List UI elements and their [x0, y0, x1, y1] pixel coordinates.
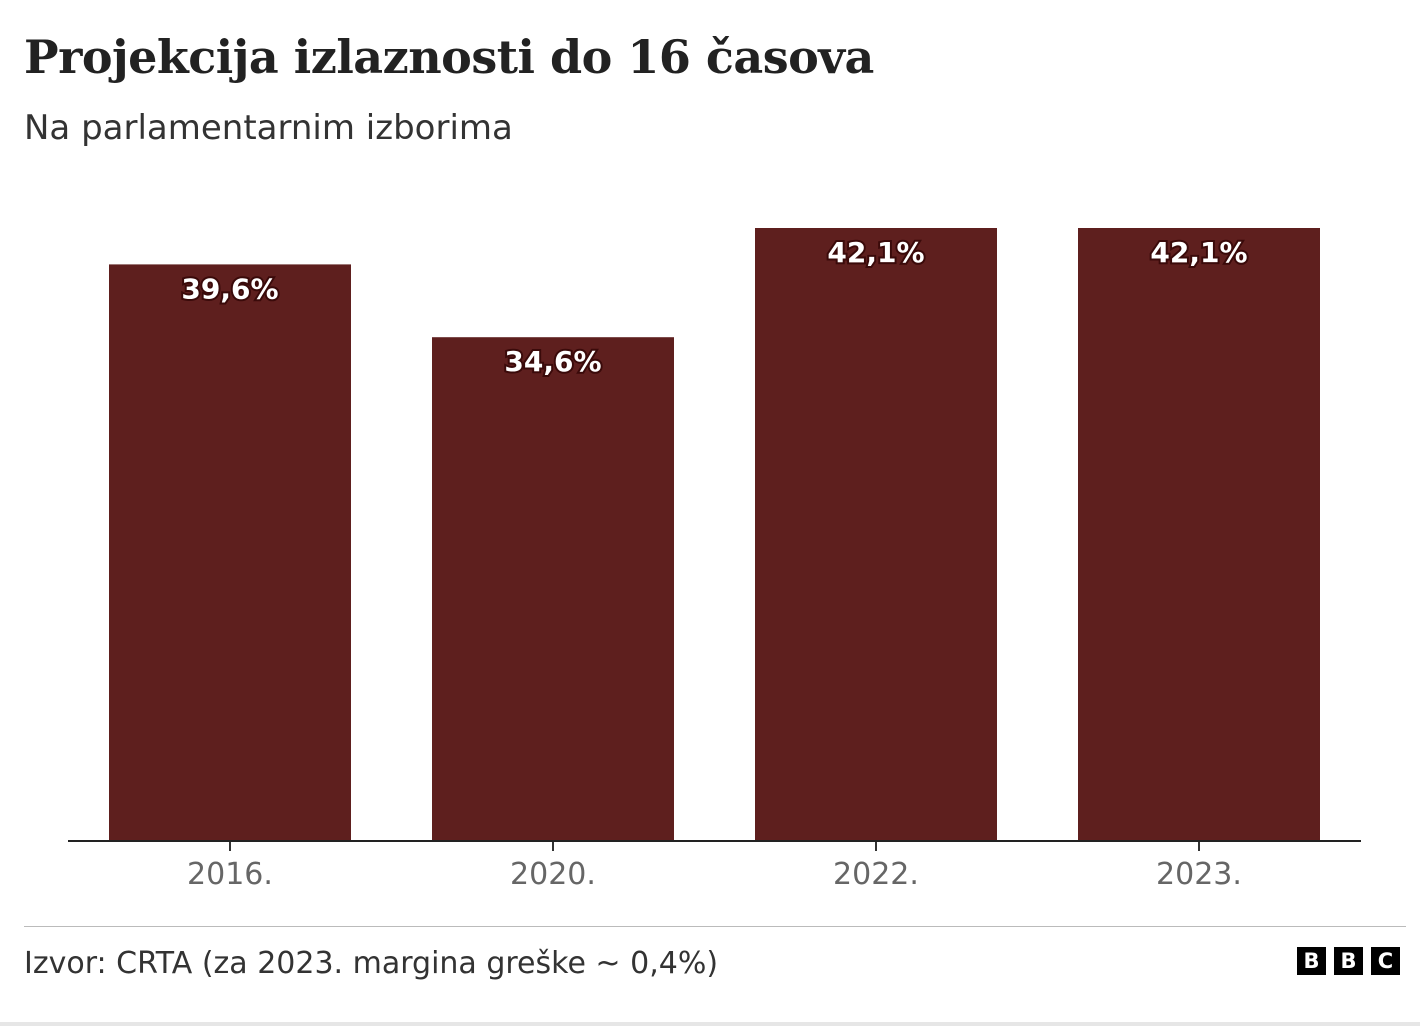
bbc-logo: B B C: [1297, 947, 1400, 975]
x-tick-label: 2016.: [187, 857, 273, 892]
x-tick-label: 2022.: [833, 857, 919, 892]
data-label: 42,1%: [1150, 236, 1247, 269]
data-label: 39,6%: [181, 272, 278, 305]
data-label: 42,1%: [827, 236, 924, 269]
bottom-border: [0, 1022, 1420, 1026]
logo-letter: B: [1297, 947, 1326, 975]
footer-divider: [24, 926, 1406, 927]
source-note: Izvor: CRTA (za 2023. margina greške ~ 0…: [24, 946, 719, 981]
bar: [109, 264, 351, 841]
x-tick-label: 2023.: [1156, 857, 1242, 892]
logo-letter: C: [1371, 947, 1400, 975]
bar: [1078, 228, 1320, 841]
chart-subtitle: Na parlamentarnim izborima: [24, 108, 513, 148]
bar: [432, 337, 674, 841]
bar: [755, 228, 997, 841]
logo-letter: B: [1334, 947, 1363, 975]
data-label: 34,6%: [504, 345, 601, 378]
chart-title: Projekcija izlaznosti do 16 časova: [24, 30, 874, 84]
x-tick-label: 2020.: [510, 857, 596, 892]
